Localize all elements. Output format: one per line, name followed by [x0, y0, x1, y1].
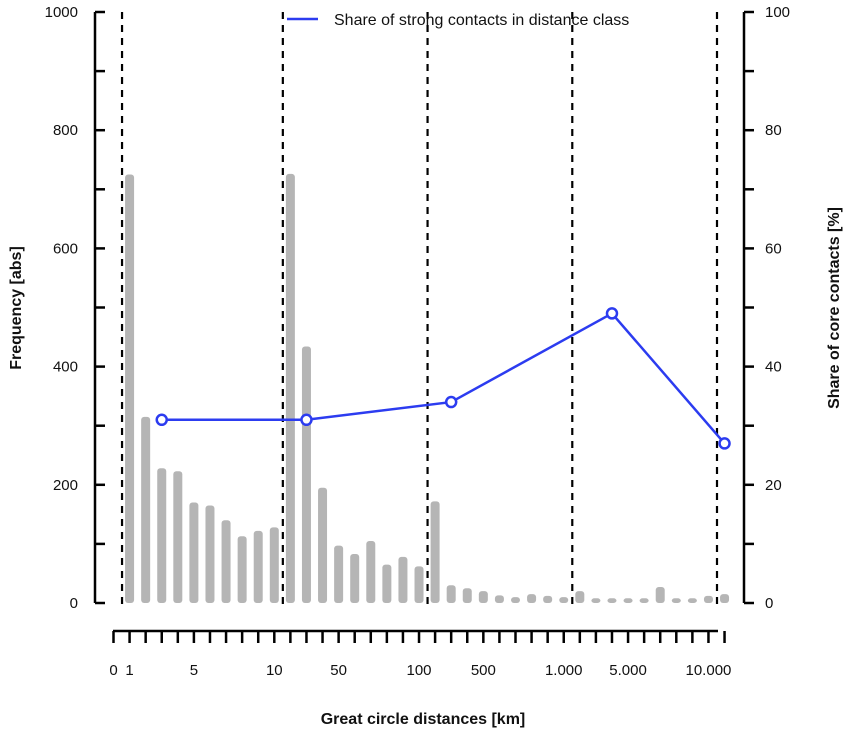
right-y-ticks: 0 20 40 60 80 100 — [744, 4, 790, 612]
right-y-tick-label: 80 — [765, 122, 782, 139]
frequency-bar — [414, 566, 424, 603]
left-y-tick-label: 400 — [53, 359, 78, 376]
x-tick-label: 10 — [266, 662, 283, 679]
share-series-point — [605, 307, 619, 320]
legend: Share of strong contacts in distance cla… — [287, 12, 629, 29]
frequency-bar — [269, 527, 279, 603]
x-tick-label: 5 — [190, 662, 198, 679]
frequency-bar — [687, 598, 697, 603]
x-tick-label: 500 — [471, 662, 496, 679]
x-tick-label: 1 — [125, 662, 133, 679]
left-y-tick-label: 600 — [53, 240, 78, 257]
frequency-bar — [189, 502, 199, 603]
frequency-bar — [253, 530, 263, 603]
frequency-bar — [559, 597, 569, 603]
frequency-bar — [382, 564, 392, 603]
distance-class-boundaries — [120, 12, 719, 607]
frequency-bar — [301, 346, 311, 603]
frequency-bar — [478, 591, 488, 603]
frequency-bar — [591, 598, 601, 603]
frequency-bar — [430, 501, 440, 603]
left-y-ticks: 0 200 400 600 800 1000 — [45, 4, 105, 612]
frequency-bar — [720, 594, 730, 603]
frequency-bar — [221, 520, 231, 603]
frequency-bar — [655, 587, 665, 603]
frequency-bar — [173, 471, 183, 603]
left-y-tick-label: 1000 — [45, 4, 78, 21]
frequency-bar — [511, 597, 520, 603]
frequency-bar — [205, 505, 215, 603]
share-series-point — [718, 437, 731, 450]
frequency-bar — [141, 416, 151, 603]
x-tick-label: 100 — [407, 662, 432, 679]
frequency-bars — [125, 173, 730, 603]
x-tick-label: 50 — [330, 662, 347, 679]
x-axis-tick-labels: 0 1 5 10 50 100 500 1.000 5.000 10.000 — [109, 662, 731, 679]
right-y-tick-label: 40 — [765, 359, 782, 376]
frequency-bar — [671, 598, 681, 603]
frequency-bar — [285, 173, 295, 603]
share-series — [155, 307, 731, 450]
x-tick-label: 5.000 — [609, 662, 647, 679]
frequency-bar — [366, 540, 376, 603]
left-y-axis-title: Frequency [abs] — [8, 246, 25, 370]
frequency-bar — [494, 595, 504, 603]
share-series-point — [155, 413, 168, 427]
share-series-point — [300, 413, 313, 427]
frequency-bar — [543, 595, 553, 603]
right-y-tick-label: 60 — [765, 240, 782, 257]
right-y-tick-label: 100 — [765, 4, 790, 21]
frequency-bar — [350, 553, 360, 603]
x-axis-ticks — [112, 631, 726, 643]
frequency-bar — [157, 468, 167, 603]
share-series-point — [444, 395, 458, 409]
x-axis-title: Great circle distances [km] — [321, 711, 526, 728]
right-y-tick-label: 20 — [765, 477, 782, 494]
frequency-bar — [462, 588, 472, 603]
x-tick-label: 1.000 — [545, 662, 583, 679]
share-series-line — [161, 311, 726, 445]
frequency-bar — [446, 585, 456, 603]
frequency-bar — [639, 598, 649, 603]
right-y-tick-label: 0 — [765, 595, 773, 612]
legend-label: Share of strong contacts in distance cla… — [334, 12, 629, 29]
frequency-bar — [237, 536, 247, 603]
frequency-bar — [334, 545, 344, 603]
frequency-bar — [575, 591, 585, 603]
frequency-bar — [607, 598, 617, 603]
left-y-tick-label: 0 — [70, 595, 78, 612]
frequency-bar — [125, 174, 135, 603]
frequency-bar — [527, 594, 537, 603]
x-tick-label: 10.000 — [686, 662, 732, 679]
left-y-tick-label: 800 — [53, 122, 78, 139]
right-y-axis-title: Share of core contacts [%] — [826, 207, 843, 409]
left-y-tick-label: 200 — [53, 477, 78, 494]
x-tick-label: 0 — [109, 662, 117, 679]
frequency-bar — [318, 487, 328, 603]
frequency-bar — [623, 598, 633, 603]
frequency-bar — [398, 556, 408, 603]
frequency-bar — [703, 595, 713, 603]
